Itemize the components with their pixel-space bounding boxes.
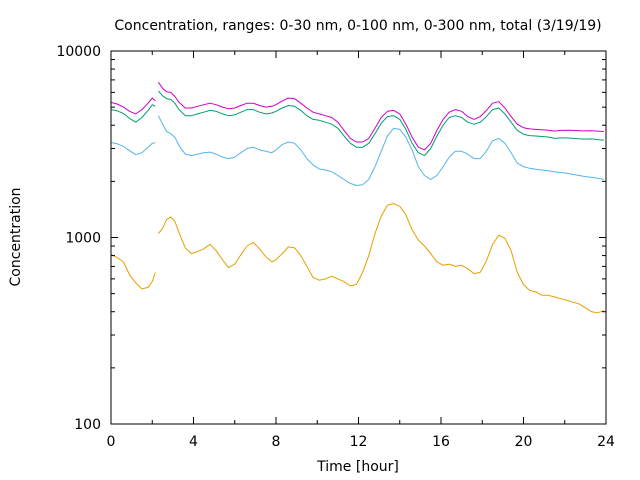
- x-axis-label: Time [hour]: [316, 459, 399, 475]
- plot-series: [110, 81, 605, 314]
- x-tick-label: 4: [189, 434, 198, 450]
- x-tick-label: 0: [107, 434, 116, 450]
- x-tick-label: 16: [432, 434, 450, 450]
- y-tick-label: 10000: [56, 44, 101, 60]
- series-1-line-segment-2: [158, 203, 605, 314]
- x-axis-ticks: 0 4 8 12 16 20 24: [107, 51, 615, 450]
- series-2-line-segment-1: [110, 142, 156, 156]
- series-2-line-segment-2: [157, 115, 604, 186]
- x-tick-label: 12: [350, 434, 368, 450]
- y-axis-ticks: 100 1000 10000: [56, 44, 606, 433]
- y-tick-label: 1000: [65, 231, 101, 247]
- series-4-line-segment-1: [110, 97, 156, 115]
- x-tick-label: 8: [272, 434, 281, 450]
- chart-title: Concentration, ranges: 0-30 nm, 0-100 nm…: [114, 18, 601, 34]
- series-3-line-segment-2: [158, 90, 604, 157]
- x-tick-label: 24: [597, 434, 615, 450]
- y-axis-label: Concentration: [8, 187, 24, 286]
- series-1-line-segment-1: [110, 254, 156, 290]
- plot-frame: [110, 50, 607, 425]
- series-3-line-segment-1: [110, 104, 156, 123]
- series-4-line-segment-2: [157, 81, 604, 151]
- x-tick-label: 20: [515, 434, 533, 450]
- y-tick-label: 100: [74, 417, 101, 433]
